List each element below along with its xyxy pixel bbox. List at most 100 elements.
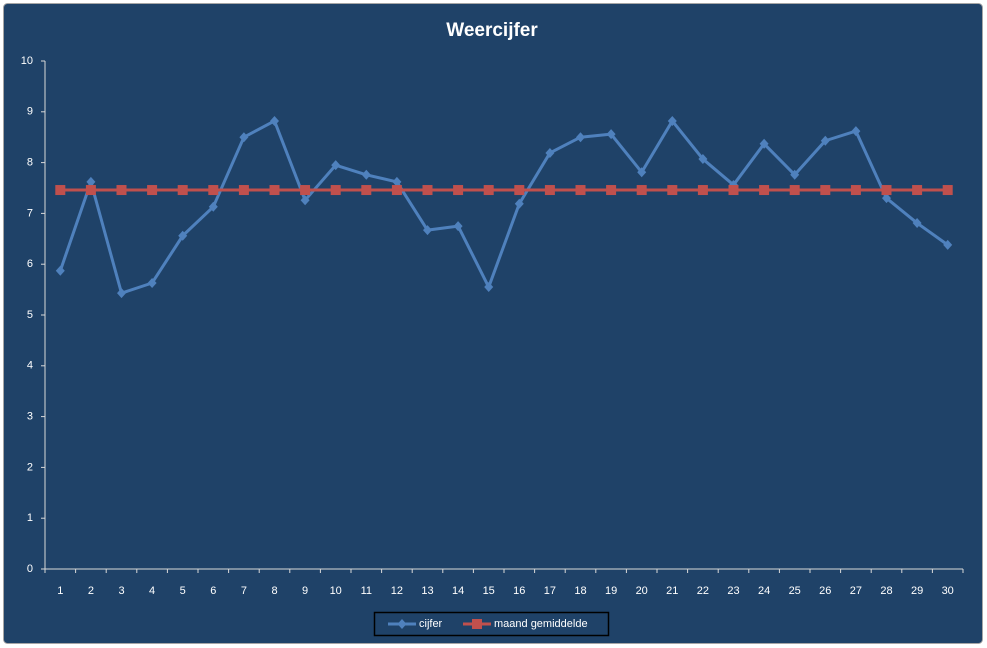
data-point <box>85 185 96 196</box>
data-point <box>55 185 66 196</box>
chart-frame <box>3 3 983 644</box>
data-point <box>361 185 372 196</box>
data-point <box>882 193 891 204</box>
data-point <box>850 185 861 196</box>
y-tick-label: 6 <box>27 258 33 270</box>
data-point <box>361 169 371 180</box>
x-tick-label: 25 <box>789 585 801 597</box>
x-tick-label: 16 <box>513 585 525 597</box>
data-point <box>391 185 402 196</box>
legend-label: cijfer <box>419 618 443 630</box>
data-point <box>331 160 341 171</box>
x-tick-label: 8 <box>271 585 277 597</box>
data-point <box>544 185 555 196</box>
data-point <box>177 185 188 196</box>
data-point <box>239 132 249 143</box>
data-point <box>698 154 708 165</box>
data-point <box>667 115 677 126</box>
x-tick-label: 29 <box>911 585 923 597</box>
data-point <box>208 185 219 196</box>
y-tick-label: 4 <box>27 360 33 372</box>
data-point <box>697 185 708 196</box>
y-tick-label: 10 <box>21 55 33 67</box>
y-tick-label: 5 <box>27 309 33 321</box>
data-point <box>238 185 249 196</box>
legend-marker <box>472 619 482 629</box>
x-tick-label: 30 <box>942 585 954 597</box>
data-point <box>453 185 464 196</box>
x-tick-label: 10 <box>330 585 342 597</box>
x-tick-label: 6 <box>210 585 216 597</box>
data-point <box>881 185 892 196</box>
y-tick-label: 9 <box>27 106 33 118</box>
legend-marker <box>397 619 407 629</box>
x-tick-label: 27 <box>850 585 862 597</box>
data-point <box>575 185 586 196</box>
legend-label: maand gemiddelde <box>494 618 588 630</box>
x-tick-label: 23 <box>727 585 739 597</box>
x-tick-label: 13 <box>421 585 433 597</box>
data-point <box>422 185 433 196</box>
data-point <box>55 265 65 276</box>
data-point <box>851 126 861 137</box>
data-point <box>728 185 739 196</box>
x-tick-label: 21 <box>666 585 678 597</box>
data-point <box>514 185 525 196</box>
series-line <box>58 119 949 295</box>
x-tick-label: 14 <box>452 585 464 597</box>
x-tick-label: 19 <box>605 585 617 597</box>
x-tick-label: 5 <box>180 585 186 597</box>
data-point <box>759 185 770 196</box>
legend-box <box>373 611 610 637</box>
y-tick-label: 8 <box>27 157 33 169</box>
x-tick-label: 7 <box>241 585 247 597</box>
data-point <box>116 185 127 196</box>
data-point <box>545 147 555 158</box>
data-point <box>453 221 463 232</box>
data-point <box>790 169 800 180</box>
data-point <box>392 176 402 187</box>
data-point <box>637 167 647 178</box>
data-point <box>942 185 953 196</box>
data-point <box>147 277 157 288</box>
data-point <box>208 201 218 212</box>
data-point <box>759 138 769 149</box>
x-tick-label: 12 <box>391 585 403 597</box>
data-point <box>483 185 494 196</box>
x-tick-label: 18 <box>574 585 586 597</box>
data-point <box>606 129 616 140</box>
data-point <box>820 135 830 146</box>
x-tick-label: 15 <box>483 585 495 597</box>
x-tick-label: 17 <box>544 585 556 597</box>
chart-title: Weercijfer <box>446 20 538 41</box>
data-point <box>300 195 310 206</box>
data-point <box>943 239 953 250</box>
y-tick-label: 1 <box>27 512 33 524</box>
data-point <box>300 185 311 196</box>
x-tick-label: 11 <box>361 585 372 597</box>
data-point <box>330 185 341 196</box>
data-point <box>178 230 188 241</box>
x-tick-label: 28 <box>880 585 892 597</box>
x-tick-label: 3 <box>118 585 124 597</box>
y-tick-label: 7 <box>27 207 33 219</box>
x-tick-label: 9 <box>302 585 308 597</box>
data-point <box>423 225 432 236</box>
y-tick-label: 0 <box>27 563 33 575</box>
x-tick-label: 2 <box>88 585 94 597</box>
y-tick-label: 2 <box>27 461 33 473</box>
x-tick-label: 24 <box>758 585 770 597</box>
data-point <box>606 185 617 196</box>
x-tick-label: 22 <box>697 585 709 597</box>
data-point <box>636 185 647 196</box>
data-point <box>270 115 279 126</box>
data-point <box>86 176 96 187</box>
data-point <box>484 282 494 293</box>
data-point <box>789 185 800 196</box>
x-tick-label: 26 <box>819 585 831 597</box>
x-tick-label: 1 <box>57 585 63 597</box>
y-tick-label: 3 <box>27 411 33 423</box>
data-point <box>667 185 678 196</box>
data-point <box>117 288 126 299</box>
